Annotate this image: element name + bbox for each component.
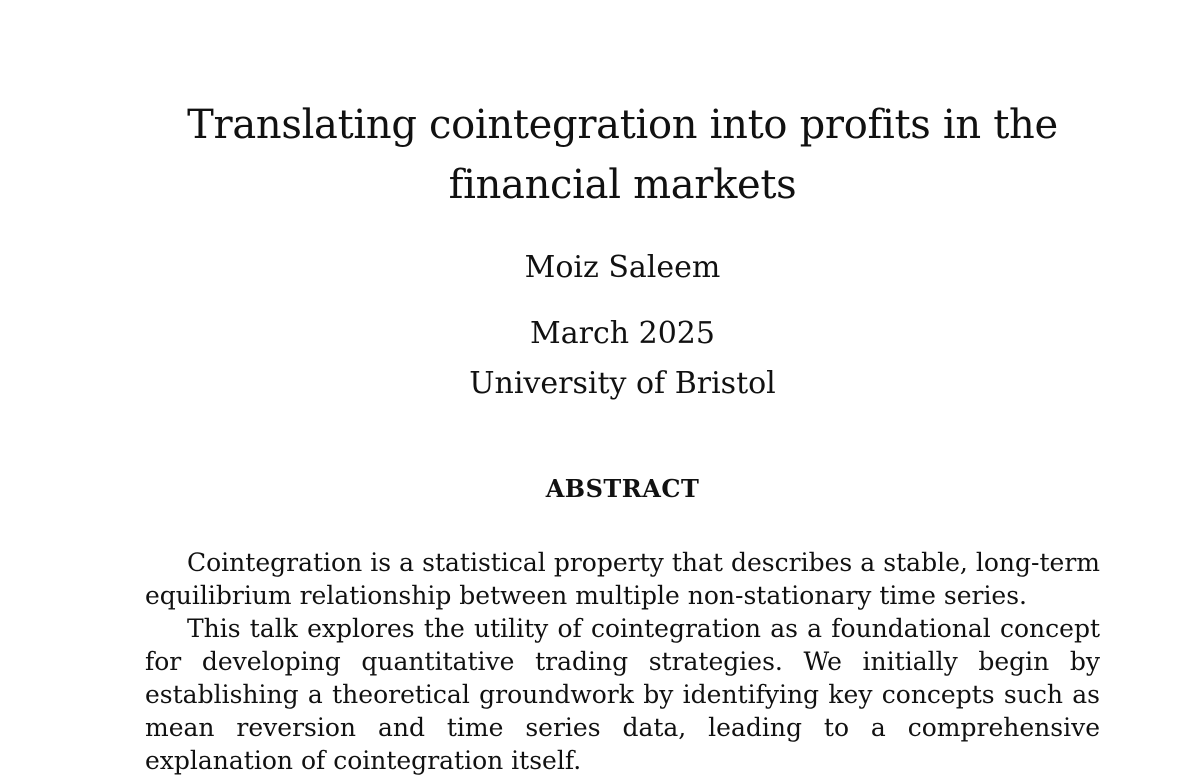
publication-date: March 2025 xyxy=(530,316,715,351)
author-name: Moiz Saleem xyxy=(524,250,721,285)
paper-page: Translating cointegration into profits i… xyxy=(145,102,1100,775)
abstract-heading: ABSTRACT xyxy=(545,474,700,503)
affiliation: University of Bristol xyxy=(469,366,776,401)
abstract-paragraph: This talk explores the utility of cointe… xyxy=(145,614,1100,775)
abstract-paragraph: Cointegration is a statistical property … xyxy=(145,548,1100,610)
paper-title: Translating cointegration into profits i… xyxy=(187,102,1058,208)
abstract-body: Cointegration is a statistical property … xyxy=(145,546,1100,777)
